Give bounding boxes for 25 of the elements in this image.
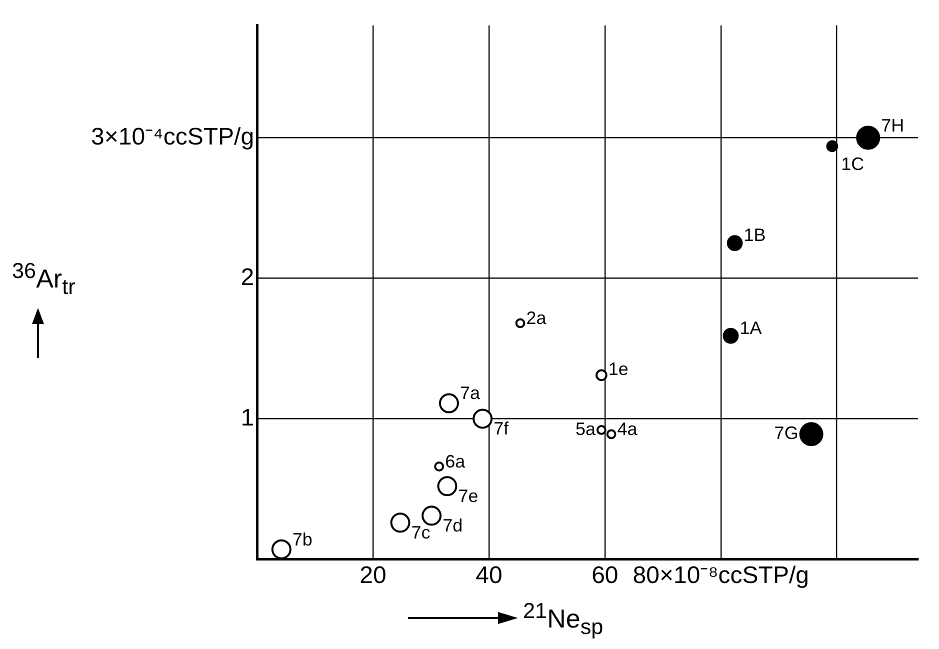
x-tick-label: 60 [592,562,618,590]
annotation: 1B [744,225,766,246]
y-axis-title: $^{36}$Ar$_{tr}$ [12,258,76,300]
y-tick-label: 3×10⁻⁴ccSTP/g [91,123,254,150]
annotation: 4a [617,419,638,440]
annotation: 7H [881,116,904,136]
y-tick-label: 2 [240,264,254,291]
annotation: 5a [575,418,596,439]
x-tick-label: 40 [476,562,502,590]
y-tick-label: 1 [240,404,254,432]
annotation: 7f [494,418,510,439]
annotation: 1C [841,154,864,174]
annotation: 7c [411,522,430,543]
annotation: 7a [460,383,481,404]
annotation: 7e [458,486,478,506]
annotation: 7b [292,529,312,550]
annotation: 2a [526,308,548,328]
x-tick-label: 20 [360,562,386,590]
annotation: 1A [740,318,762,338]
x-tick-label: 80×10⁻⁸ccSTP/g [632,562,809,590]
annotation: 1e [608,359,628,380]
annotation: 7G [774,423,798,444]
x-axis-title: $^{21}$Ne$_{sp}$ [523,598,604,640]
annotation: 6a [445,451,466,472]
annotation: 7d [442,516,463,536]
